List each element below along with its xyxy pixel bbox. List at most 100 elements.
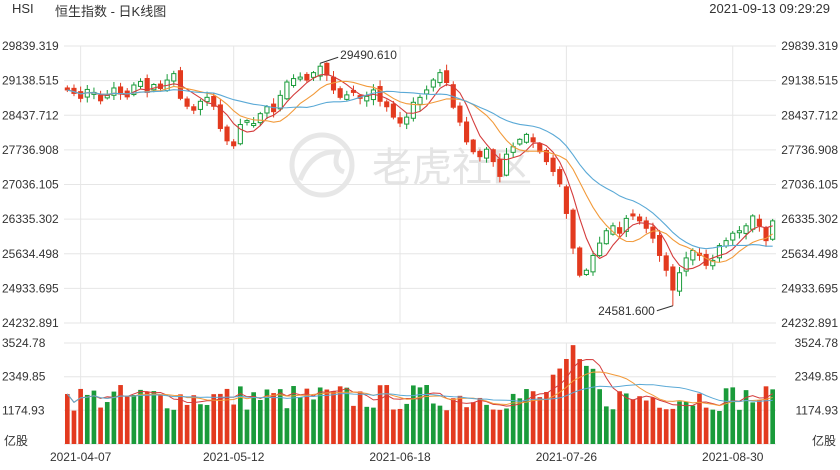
volume-bar — [610, 409, 616, 444]
volume-bar — [344, 387, 350, 444]
candle — [450, 81, 456, 110]
candle — [257, 111, 263, 127]
candle-body — [264, 106, 270, 114]
candle — [410, 97, 416, 122]
candle — [224, 124, 230, 146]
volume-bar — [244, 409, 250, 444]
volume-bar — [497, 409, 503, 444]
volume-bar — [650, 397, 656, 444]
chart-header: HSI 恒生指数 - 日K线图 2021-09-13 09:29:29 — [0, 0, 840, 19]
volume-bar — [231, 404, 237, 444]
candle — [284, 79, 290, 101]
volume-bar — [544, 391, 549, 444]
candle — [231, 139, 237, 149]
candle-body — [317, 65, 323, 77]
candle — [464, 116, 470, 145]
price-tick-label: 28437.712 — [2, 108, 59, 122]
date-tick-label: 2021-05-12 — [203, 450, 265, 464]
price-tick-label: 28437.712 — [781, 108, 838, 122]
tiger-logo-icon — [289, 132, 355, 198]
candle — [64, 85, 70, 93]
candle-body — [530, 137, 536, 143]
candle — [291, 74, 297, 88]
volume-bar — [537, 397, 543, 444]
candle — [211, 92, 217, 110]
volume-bar — [371, 407, 376, 444]
volume-bar — [697, 393, 702, 444]
volume-bar — [737, 409, 742, 444]
price-tick-label: 24933.695 — [781, 281, 838, 295]
candle-body — [497, 158, 503, 177]
volume-bar — [690, 405, 696, 444]
volume-bar — [284, 408, 290, 444]
volume-bar — [564, 358, 569, 444]
price-tick-label: 27736.908 — [781, 143, 838, 157]
volume-bar — [118, 385, 123, 444]
volume-bar — [517, 398, 523, 444]
candle-body — [736, 230, 742, 234]
candle-body — [570, 209, 576, 249]
candle — [430, 77, 436, 92]
volume-bar — [84, 394, 90, 444]
candle — [770, 218, 776, 241]
candle-body — [171, 73, 177, 82]
candle — [730, 230, 736, 246]
price-tick-label: 27036.105 — [2, 178, 59, 192]
volume-bar — [670, 408, 676, 444]
candle — [171, 70, 177, 86]
volume-tick-label: 3524.78 — [2, 336, 46, 350]
volume-bar — [138, 389, 143, 444]
candle — [683, 251, 689, 277]
candle — [743, 223, 749, 240]
price-tick-label: 29839.319 — [2, 39, 59, 53]
volume-bar — [643, 400, 649, 444]
candle — [457, 102, 463, 127]
candle — [144, 74, 150, 98]
volume-bar — [291, 386, 296, 444]
volume-bar — [111, 391, 117, 444]
candle-body — [211, 95, 217, 107]
volume-bar — [590, 368, 596, 444]
price-tick-label: 25634.498 — [781, 247, 838, 261]
candle-body — [477, 150, 483, 158]
volume-bar — [257, 399, 263, 444]
candle-body — [237, 124, 243, 145]
candle-body — [630, 213, 636, 217]
candle — [563, 184, 569, 219]
candle — [590, 250, 596, 276]
candle-body — [543, 149, 549, 163]
volume-bar — [663, 409, 669, 444]
candle — [550, 154, 556, 177]
candle-body — [770, 220, 776, 240]
volume-bar — [124, 396, 130, 444]
candle-body — [131, 84, 137, 96]
candle — [444, 64, 450, 87]
candle-body — [590, 254, 596, 273]
candle-body — [117, 86, 124, 95]
candle — [177, 66, 184, 101]
volume-bar — [91, 390, 97, 444]
ma-line-ma10 — [67, 80, 773, 263]
candle — [204, 91, 210, 107]
candle — [384, 99, 390, 112]
volume-bar — [151, 391, 157, 444]
candle-body — [410, 101, 416, 119]
candle — [344, 90, 350, 101]
volume-bar — [64, 393, 70, 444]
candle-body — [430, 79, 436, 88]
candle-body — [224, 126, 230, 142]
volume-bar — [158, 394, 163, 444]
candle-body — [643, 220, 649, 229]
volume-bar — [524, 389, 529, 444]
candle — [570, 208, 576, 255]
volume-bar — [364, 406, 370, 444]
date-tick-label: 2021-08-30 — [702, 450, 764, 464]
volume-bar — [404, 403, 410, 444]
candle — [390, 100, 396, 120]
volume-tick-label: 2349.85 — [2, 370, 46, 384]
candle-body — [257, 113, 263, 124]
candle — [643, 216, 649, 234]
candle-body — [337, 88, 343, 98]
candle — [317, 63, 323, 81]
